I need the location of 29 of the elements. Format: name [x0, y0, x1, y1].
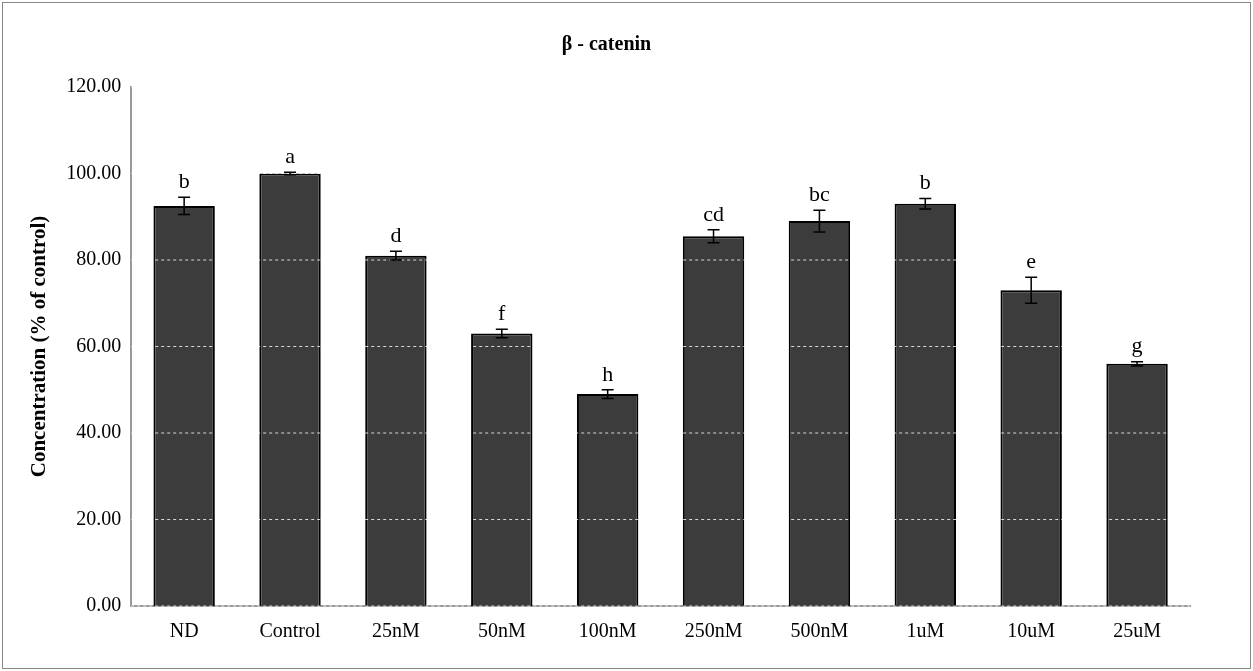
- y-tick-label: 20.00: [76, 506, 122, 529]
- annotation: b: [919, 169, 931, 195]
- annotation: e: [1026, 248, 1037, 274]
- y-axis-title: Concentration (% of control): [26, 215, 51, 478]
- x-tick-label: 25nM: [372, 619, 420, 642]
- annotation: f: [498, 299, 507, 325]
- x-tick-label: 1uM: [906, 619, 945, 642]
- x-tick-label: 10uM: [1007, 619, 1056, 642]
- x-tick-label: ND: [169, 619, 199, 642]
- annotation: a: [285, 142, 296, 168]
- annotation: bc: [809, 181, 831, 207]
- x-tick-label: 100nM: [578, 619, 637, 642]
- y-tick-label: 100.00: [66, 160, 122, 183]
- y-tick-label: 60.00: [76, 333, 122, 356]
- y-tick-label: 120.00: [66, 74, 122, 97]
- y-tick-label: 0.00: [86, 593, 122, 616]
- annotation: h: [602, 360, 614, 386]
- x-tick-label: 50nM: [477, 619, 526, 642]
- annotation: b: [178, 168, 190, 194]
- annotation: g: [1131, 332, 1143, 358]
- x-tick-label: 500nM: [790, 619, 849, 642]
- y-tick-label: 40.00: [76, 420, 122, 443]
- y-tick-label: 80.00: [76, 247, 122, 270]
- annotation: cd: [703, 200, 724, 226]
- chart-title: β - catenin: [561, 32, 652, 56]
- x-tick-label: 250nM: [684, 619, 743, 642]
- x-tick-label: Control: [259, 619, 322, 642]
- annotation: d: [390, 222, 402, 248]
- x-tick-label: 25uM: [1113, 619, 1162, 642]
